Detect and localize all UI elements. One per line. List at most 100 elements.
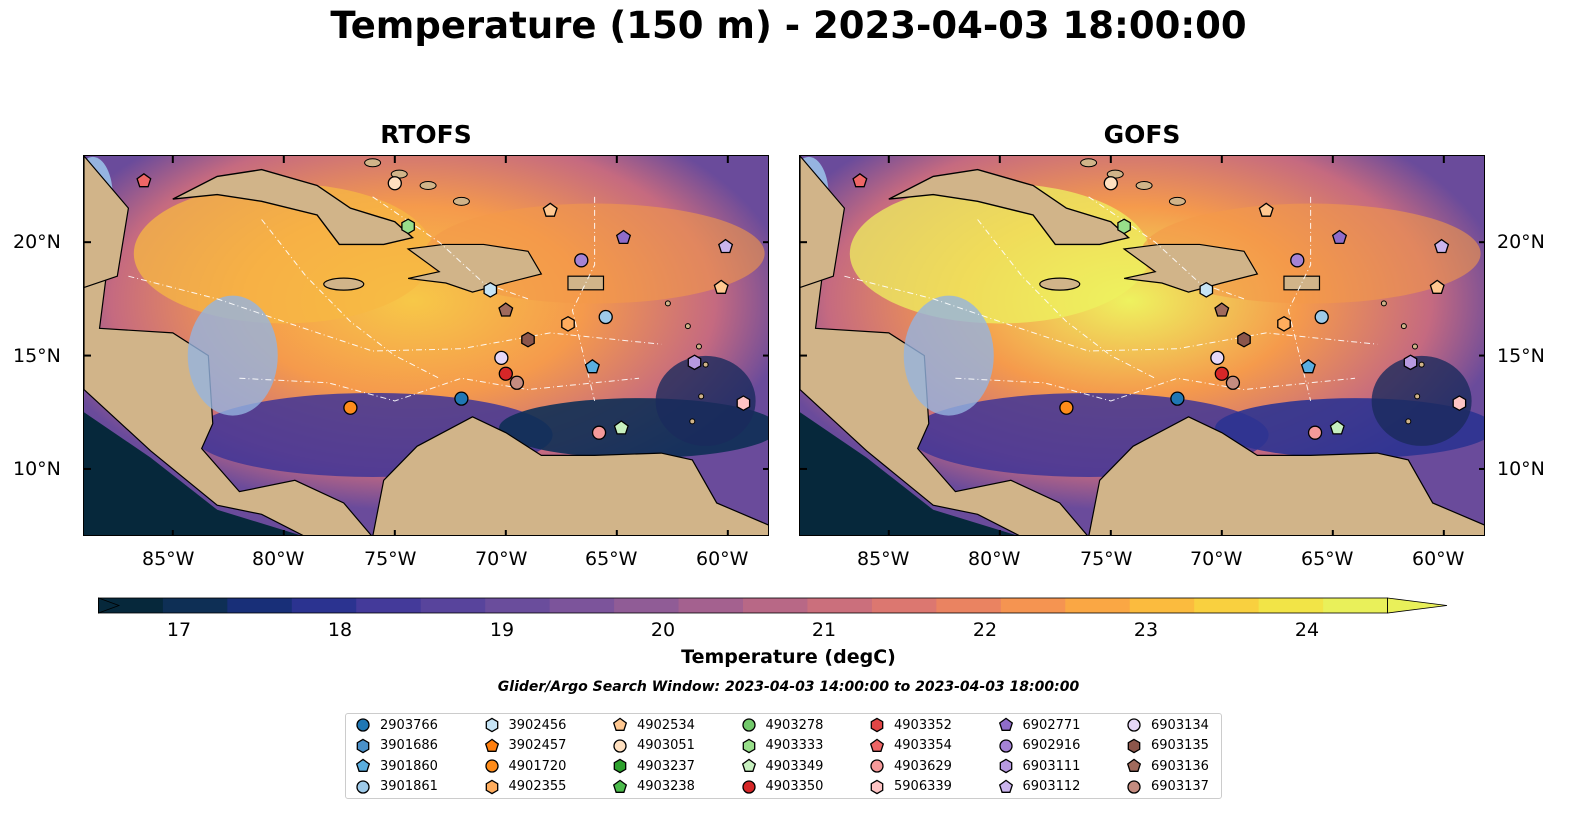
colorbar-segment — [356, 598, 422, 613]
lat-label-left-15: 15°N — [13, 345, 61, 367]
circle-marker-icon — [998, 738, 1013, 753]
hexagon-marker-icon — [870, 779, 884, 794]
float-marker-6903134 — [1210, 350, 1225, 365]
legend-label: 3901686 — [380, 738, 438, 753]
legend-item-6903136: 6903136 — [1125, 757, 1209, 775]
float-marker-4903354 — [136, 172, 152, 188]
float-marker-6903134 — [494, 350, 509, 365]
legend-label: 4903349 — [765, 758, 824, 774]
legend-item-3902456: 3902456 — [483, 716, 566, 734]
hexagon-marker-icon — [485, 779, 498, 794]
legend-item-4903051: 4903051 — [611, 737, 695, 755]
float-marker-4903350 — [1214, 366, 1229, 381]
circle-marker-icon — [741, 718, 756, 732]
colorbar-segment — [1194, 598, 1260, 613]
float-marker-3901861 — [1314, 309, 1329, 325]
legend-label: 3901860 — [380, 758, 438, 774]
float-marker-6903135 — [1237, 331, 1251, 348]
colorbar-tick-18: 18 — [327, 619, 353, 641]
legend-label: 4903278 — [765, 717, 824, 733]
legend-label: 4901720 — [508, 758, 567, 774]
legend-label: 6903112 — [1022, 779, 1081, 794]
legend-item-4903352: 4903352 — [868, 716, 952, 734]
legend-label: 4903352 — [894, 717, 952, 733]
hexagon-marker-icon — [1127, 738, 1141, 753]
legend-label: 4902534 — [637, 717, 695, 733]
colorbar-tick-23: 23 — [1133, 619, 1159, 641]
hexagon-marker-icon — [613, 758, 627, 774]
float-marker-4902534 — [1258, 202, 1274, 217]
circle-marker-icon — [1127, 779, 1141, 794]
legend-label: 4903629 — [894, 758, 952, 774]
float-marker-6903135 — [521, 331, 535, 348]
lon-label-rtofs-80: 80°W — [252, 548, 305, 570]
colorbar-segment — [227, 598, 293, 613]
float-marker-2903766 — [1170, 391, 1185, 406]
colorbar-segment — [420, 598, 486, 613]
legend-item-6903111: 6903111 — [997, 757, 1081, 775]
pentagon-marker-icon — [869, 738, 885, 752]
colorbar-segment — [291, 598, 357, 613]
legend-item-4903237: 4903237 — [611, 757, 695, 775]
lon-label-gofs-80: 80°W — [968, 548, 1021, 570]
float-marker-4903354 — [852, 172, 868, 188]
float-marker-6903111 — [1403, 354, 1418, 371]
lon-label-gofs-65: 65°W — [1301, 548, 1354, 570]
colorbar-segment — [162, 598, 228, 613]
legend-label: 6903137 — [1151, 779, 1209, 794]
hexagon-marker-icon — [742, 738, 755, 753]
lat-label-left-20: 20°N — [13, 231, 61, 253]
hexagon-marker-icon — [485, 717, 498, 733]
legend-item-3901686: 3901686 — [354, 737, 438, 755]
legend-label: 4903333 — [765, 738, 824, 753]
colorbar-segment — [485, 598, 551, 613]
panel-title-rtofs: RTOFS — [380, 120, 472, 149]
float-marker-6903136 — [1214, 302, 1230, 317]
circle-marker-icon — [356, 718, 370, 732]
legend-item-4903354: 4903354 — [868, 737, 952, 755]
legend-label: 3901861 — [380, 779, 438, 794]
hexagon-marker-icon — [356, 738, 370, 753]
colorbar-segment — [871, 598, 937, 613]
lon-label-rtofs-65: 65°W — [585, 548, 638, 570]
legend-item-2903766: 2903766 — [354, 716, 438, 734]
float-marker-4902534 — [1429, 279, 1445, 294]
colorbar-tick-19: 19 — [489, 619, 515, 641]
legend-item-6902916: 6902916 — [997, 737, 1080, 755]
panel-title-gofs: GOFS — [1103, 120, 1181, 149]
legend-item-3902457: 3902457 — [483, 737, 566, 755]
colorbar-segment — [98, 598, 164, 613]
float-marker-5906339 — [736, 395, 751, 412]
float-marker-6903111 — [687, 354, 702, 371]
legend-label: 4903350 — [765, 779, 824, 794]
pentagon-marker-icon — [612, 717, 628, 731]
float-marker-3902456 — [483, 281, 498, 298]
colorbar-segment — [678, 598, 744, 613]
rtofs-map — [83, 155, 769, 536]
colorbar-segment — [743, 598, 808, 613]
legend-label: 4903354 — [894, 738, 952, 753]
float-marker-4903051 — [387, 176, 402, 191]
legend-label: 6903111 — [1022, 758, 1081, 774]
float-marker-4902355 — [1277, 315, 1291, 332]
float-marker-4902534 — [713, 279, 729, 294]
lon-label-gofs-60: 60°W — [1412, 548, 1465, 570]
float-marker-3901860 — [1300, 358, 1316, 374]
pentagon-marker-icon — [355, 758, 371, 772]
pentagon-marker-icon — [741, 758, 756, 772]
colorbar-segment — [1129, 598, 1195, 613]
legend-label: 6903135 — [1151, 738, 1209, 753]
colorbar-tick-24: 24 — [1294, 619, 1320, 641]
float-marker-3901860 — [584, 358, 600, 374]
legend-item-6903112: 6903112 — [997, 778, 1081, 796]
float-marker-2903766 — [454, 391, 469, 406]
circle-marker-icon — [1127, 718, 1141, 732]
legend-item-6903135: 6903135 — [1125, 737, 1209, 755]
legend-label: 5906339 — [894, 779, 952, 794]
legend-label: 2903766 — [380, 717, 438, 733]
legend-item-4903333: 4903333 — [740, 737, 824, 755]
circle-marker-icon — [741, 779, 756, 794]
legend-label: 4903238 — [637, 779, 695, 794]
colorbar-label: Temperature (degC) — [681, 646, 896, 668]
hexagon-marker-icon — [999, 758, 1012, 774]
